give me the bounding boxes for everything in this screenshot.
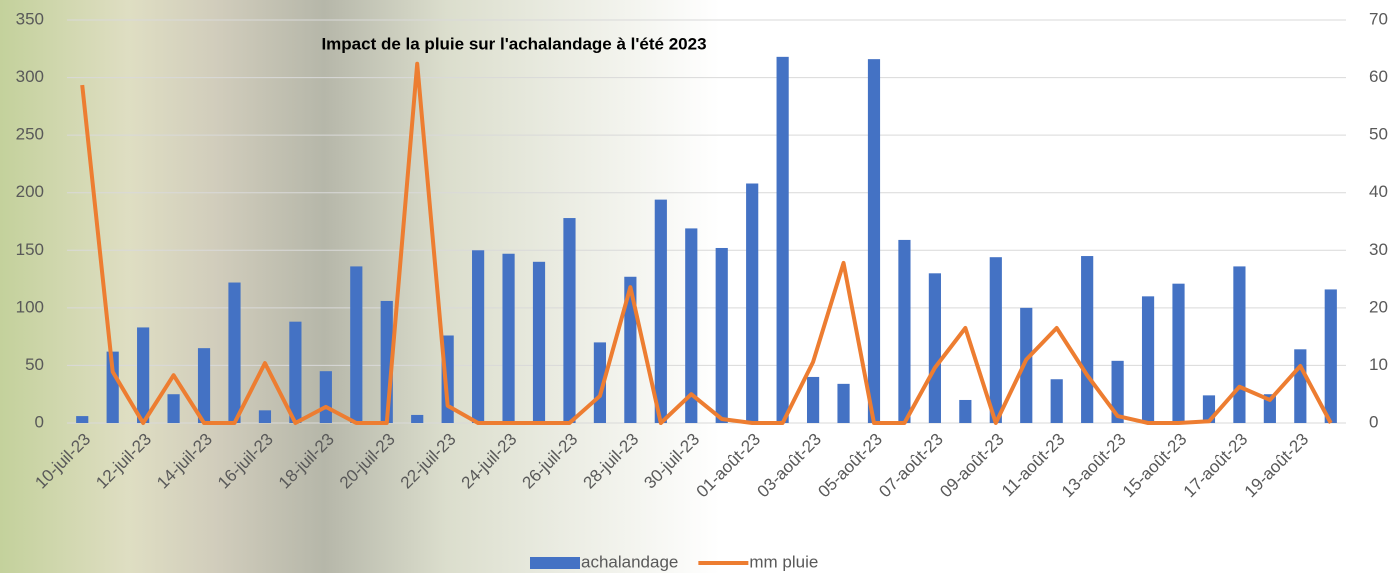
- x-tick-label: 22-juil-23: [397, 430, 460, 493]
- bar: [655, 200, 667, 423]
- chart-title: Impact de la pluie sur l'achalandage à l…: [321, 34, 706, 53]
- bar: [472, 250, 484, 423]
- x-tick-label: 05-août-23: [814, 430, 886, 502]
- x-tick-label: 10-juil-23: [31, 430, 94, 493]
- bar: [868, 59, 880, 423]
- x-tick-label: 11-août-23: [998, 430, 1069, 501]
- legend-label: mm pluie: [749, 552, 818, 571]
- bar: [320, 371, 332, 423]
- x-tick-label: 28-juil-23: [579, 430, 642, 493]
- y-tick-label: 250: [16, 125, 44, 144]
- x-tick-label: 03-août-23: [753, 430, 825, 502]
- bar: [959, 400, 971, 423]
- bar: [990, 257, 1002, 423]
- chart: Impact de la pluie sur l'achalandage à l…: [0, 0, 1397, 573]
- y2-tick-label: 50: [1369, 125, 1388, 144]
- bar: [137, 327, 149, 423]
- x-tick-label: 12-juil-23: [92, 430, 155, 493]
- x-tick-label: 26-juil-23: [519, 430, 582, 493]
- x-tick-label: 01-août-23: [693, 430, 765, 502]
- bar: [777, 57, 789, 423]
- x-tick-label: 13-août-23: [1058, 430, 1130, 502]
- bar: [167, 394, 179, 423]
- y2-tick-label: 20: [1369, 297, 1388, 316]
- y-tick-label: 350: [16, 9, 44, 28]
- bar: [1233, 266, 1245, 423]
- bar: [746, 184, 758, 423]
- bar: [76, 416, 88, 423]
- bar: [1051, 379, 1063, 423]
- bar: [411, 415, 423, 423]
- bar: [259, 410, 271, 423]
- bar: [898, 240, 910, 423]
- bar: [228, 283, 240, 423]
- bar: [837, 384, 849, 423]
- x-tick-label: 17-août-23: [1180, 430, 1252, 502]
- y-tick-label: 200: [16, 182, 44, 201]
- bar: [716, 248, 728, 423]
- bar: [807, 377, 819, 423]
- y2-tick-label: 30: [1369, 240, 1388, 259]
- y-tick-label: 150: [16, 240, 44, 259]
- y2-tick-label: 10: [1369, 355, 1388, 374]
- y2-tick-label: 70: [1369, 9, 1388, 28]
- y-tick-label: 0: [35, 412, 44, 431]
- legend-swatch: [530, 557, 580, 569]
- y-tick-label: 300: [16, 67, 44, 86]
- bar: [1172, 284, 1184, 423]
- x-tick-label: 30-juil-23: [640, 430, 703, 493]
- x-tick-label: 18-juil-23: [275, 430, 338, 493]
- legend-label: achalandage: [581, 552, 678, 571]
- bar: [502, 254, 514, 423]
- bar: [289, 322, 301, 423]
- x-tick-label: 19-août-23: [1241, 430, 1313, 502]
- bar: [1142, 296, 1154, 423]
- x-tick-label: 20-juil-23: [336, 430, 399, 493]
- x-tick-label: 15-août-23: [1119, 430, 1191, 502]
- bar: [929, 273, 941, 423]
- x-tick-label: 07-août-23: [875, 430, 947, 502]
- y-tick-label: 50: [25, 355, 44, 374]
- bar: [350, 266, 362, 423]
- bar: [563, 218, 575, 423]
- bar: [198, 348, 210, 423]
- bar: [1081, 256, 1093, 423]
- x-tick-label: 09-août-23: [936, 430, 1008, 502]
- bar: [533, 262, 545, 423]
- y2-tick-label: 60: [1369, 67, 1388, 86]
- x-tick-label: 14-juil-23: [153, 430, 216, 493]
- bar: [1294, 349, 1306, 423]
- bar: [1325, 289, 1337, 423]
- page: {"chart_data": {"type": "bar_line", "tit…: [0, 0, 1397, 573]
- y2-tick-label: 40: [1369, 182, 1388, 201]
- y2-tick-label: 0: [1369, 412, 1378, 431]
- x-tick-label: 24-juil-23: [458, 430, 521, 493]
- x-tick-label: 16-juil-23: [214, 430, 277, 493]
- y-tick-label: 100: [16, 297, 44, 316]
